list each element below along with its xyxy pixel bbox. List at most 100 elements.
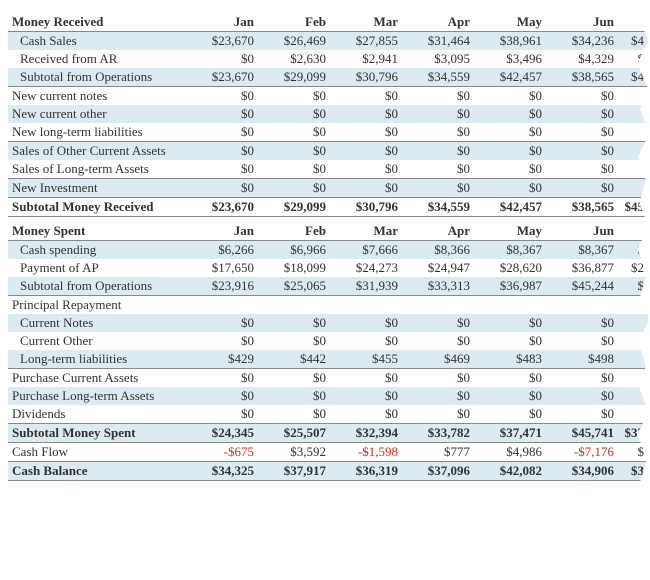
row-label: New current notes [8,87,186,106]
cell-value: $7,666 [330,241,402,260]
cell-value: $442 [258,350,330,369]
cell-value: $0 [402,314,474,332]
cell-value [618,405,648,424]
cell-value: $33,313 [402,277,474,296]
table-row: Cash Flow-$675$3,592-$1,598$777$4,986-$7… [8,443,648,462]
cell-value [330,296,402,315]
cell-value: $33,782 [402,424,474,443]
table-row: Cash Sales$23,670$26,469$27,855$31,464$3… [8,32,648,51]
cell-value: $38,961 [474,32,546,51]
table-row: Payment of AP$17,650$18,099$24,273$24,94… [8,259,648,277]
row-label: Current Other [8,332,186,350]
cell-value: $0 [258,105,330,123]
cell-value: $0 [330,405,402,424]
cell-value: $34,325 [186,462,258,481]
cell-value: $0 [186,50,258,68]
cell-value: $24,947 [402,259,474,277]
table-row: Long-term liabilities$429$442$455$469$48… [8,350,648,369]
table-row: Principal Repayment [8,296,648,315]
cell-value: $23,670 [186,68,258,87]
table-row: Purchase Long-term Assets$0$0$0$0$0$0 [8,387,648,405]
table-row: Current Other$0$0$0$0$0$0 [8,332,648,350]
cell-value: $29,099 [258,198,330,217]
cell-value: $0 [186,369,258,388]
cell-value: $0 [330,142,402,161]
cell-value: $24,345 [186,424,258,443]
row-label: Cash spending [8,241,186,260]
cell-value: $0 [330,314,402,332]
cell-value: $0 [186,314,258,332]
cell-value: $0 [186,87,258,106]
cell-value: $42,457 [474,198,546,217]
cell-value: $0 [258,314,330,332]
cell-value: $0 [402,179,474,198]
cell-value: $0 [474,160,546,179]
row-label: Subtotal from Operations [8,68,186,87]
month-header: May [474,217,546,241]
cell-value: $0 [546,179,618,198]
cell-value: $17,650 [186,259,258,277]
cell-value: $483 [474,350,546,369]
cell-value: $37,096 [402,462,474,481]
row-label: Subtotal from Operations [8,277,186,296]
cell-value: $6,966 [258,241,330,260]
row-label: New Investment [8,179,186,198]
cell-value [474,296,546,315]
cell-value: $0 [258,332,330,350]
month-header: Apr [402,8,474,32]
cell-value: $0 [546,369,618,388]
row-label: Payment of AP [8,259,186,277]
cell-value: $0 [258,387,330,405]
cell-value: $455 [330,350,402,369]
cell-value: $4,986 [474,443,546,462]
month-header: Feb [258,8,330,32]
cell-value: $0 [474,105,546,123]
cell-value: $26,469 [258,32,330,51]
row-label: Received from AR [8,50,186,68]
cell-value: $0 [474,123,546,142]
cell-value: $2,630 [258,50,330,68]
cell-value: $3,095 [402,50,474,68]
table-row: Received from AR$0$2,630$2,941$3,095$3,4… [8,50,648,68]
table-row: Cash Balance$34,325$37,917$36,319$37,096… [8,462,648,481]
cell-value: $0 [330,332,402,350]
table-row: Dividends$0$0$0$0$0$0 [8,405,648,424]
cell-value: $8,366 [402,241,474,260]
table-row: Subtotal Money Received$23,670$29,099$30… [8,198,648,217]
month-header: Jan [186,8,258,32]
row-label: Current Notes [8,314,186,332]
cell-value: $0 [258,179,330,198]
cell-value: $27,855 [330,32,402,51]
cell-value: $18,099 [258,259,330,277]
cell-value: -$1,598 [330,443,402,462]
cell-value: $429 [186,350,258,369]
cell-value: $0 [546,314,618,332]
row-label: Purchase Long-term Assets [8,387,186,405]
cell-value: $34,906 [546,462,618,481]
month-header: Jun [546,217,618,241]
cell-value [618,123,648,142]
cell-value: $0 [402,142,474,161]
cell-value: $0 [186,387,258,405]
cell-value: $0 [186,142,258,161]
cell-value: $32,394 [330,424,402,443]
cell-value: $0 [402,105,474,123]
cell-value: $0 [402,369,474,388]
table-row: New long-term liabilities$0$0$0$0$0$0 [8,123,648,142]
cell-value: $36,319 [330,462,402,481]
row-label: Purchase Current Assets [8,369,186,388]
cell-value: $0 [330,123,402,142]
cell-value: $0 [402,123,474,142]
row-label: Sales of Long-term Assets [8,160,186,179]
cell-value: $0 [330,160,402,179]
cell-value: $34,236 [546,32,618,51]
month-header: Jan [186,217,258,241]
table-row: Sales of Other Current Assets$0$0$0$0$0$… [8,142,648,161]
cell-value: $34,559 [402,68,474,87]
table-row: New current notes$0$0$0$0$0$0 [8,87,648,106]
cell-value: $0 [546,87,618,106]
cell-value: $0 [546,160,618,179]
cell-value: $0 [402,160,474,179]
cell-value: $0 [546,332,618,350]
cell-value: $45,741 [546,424,618,443]
